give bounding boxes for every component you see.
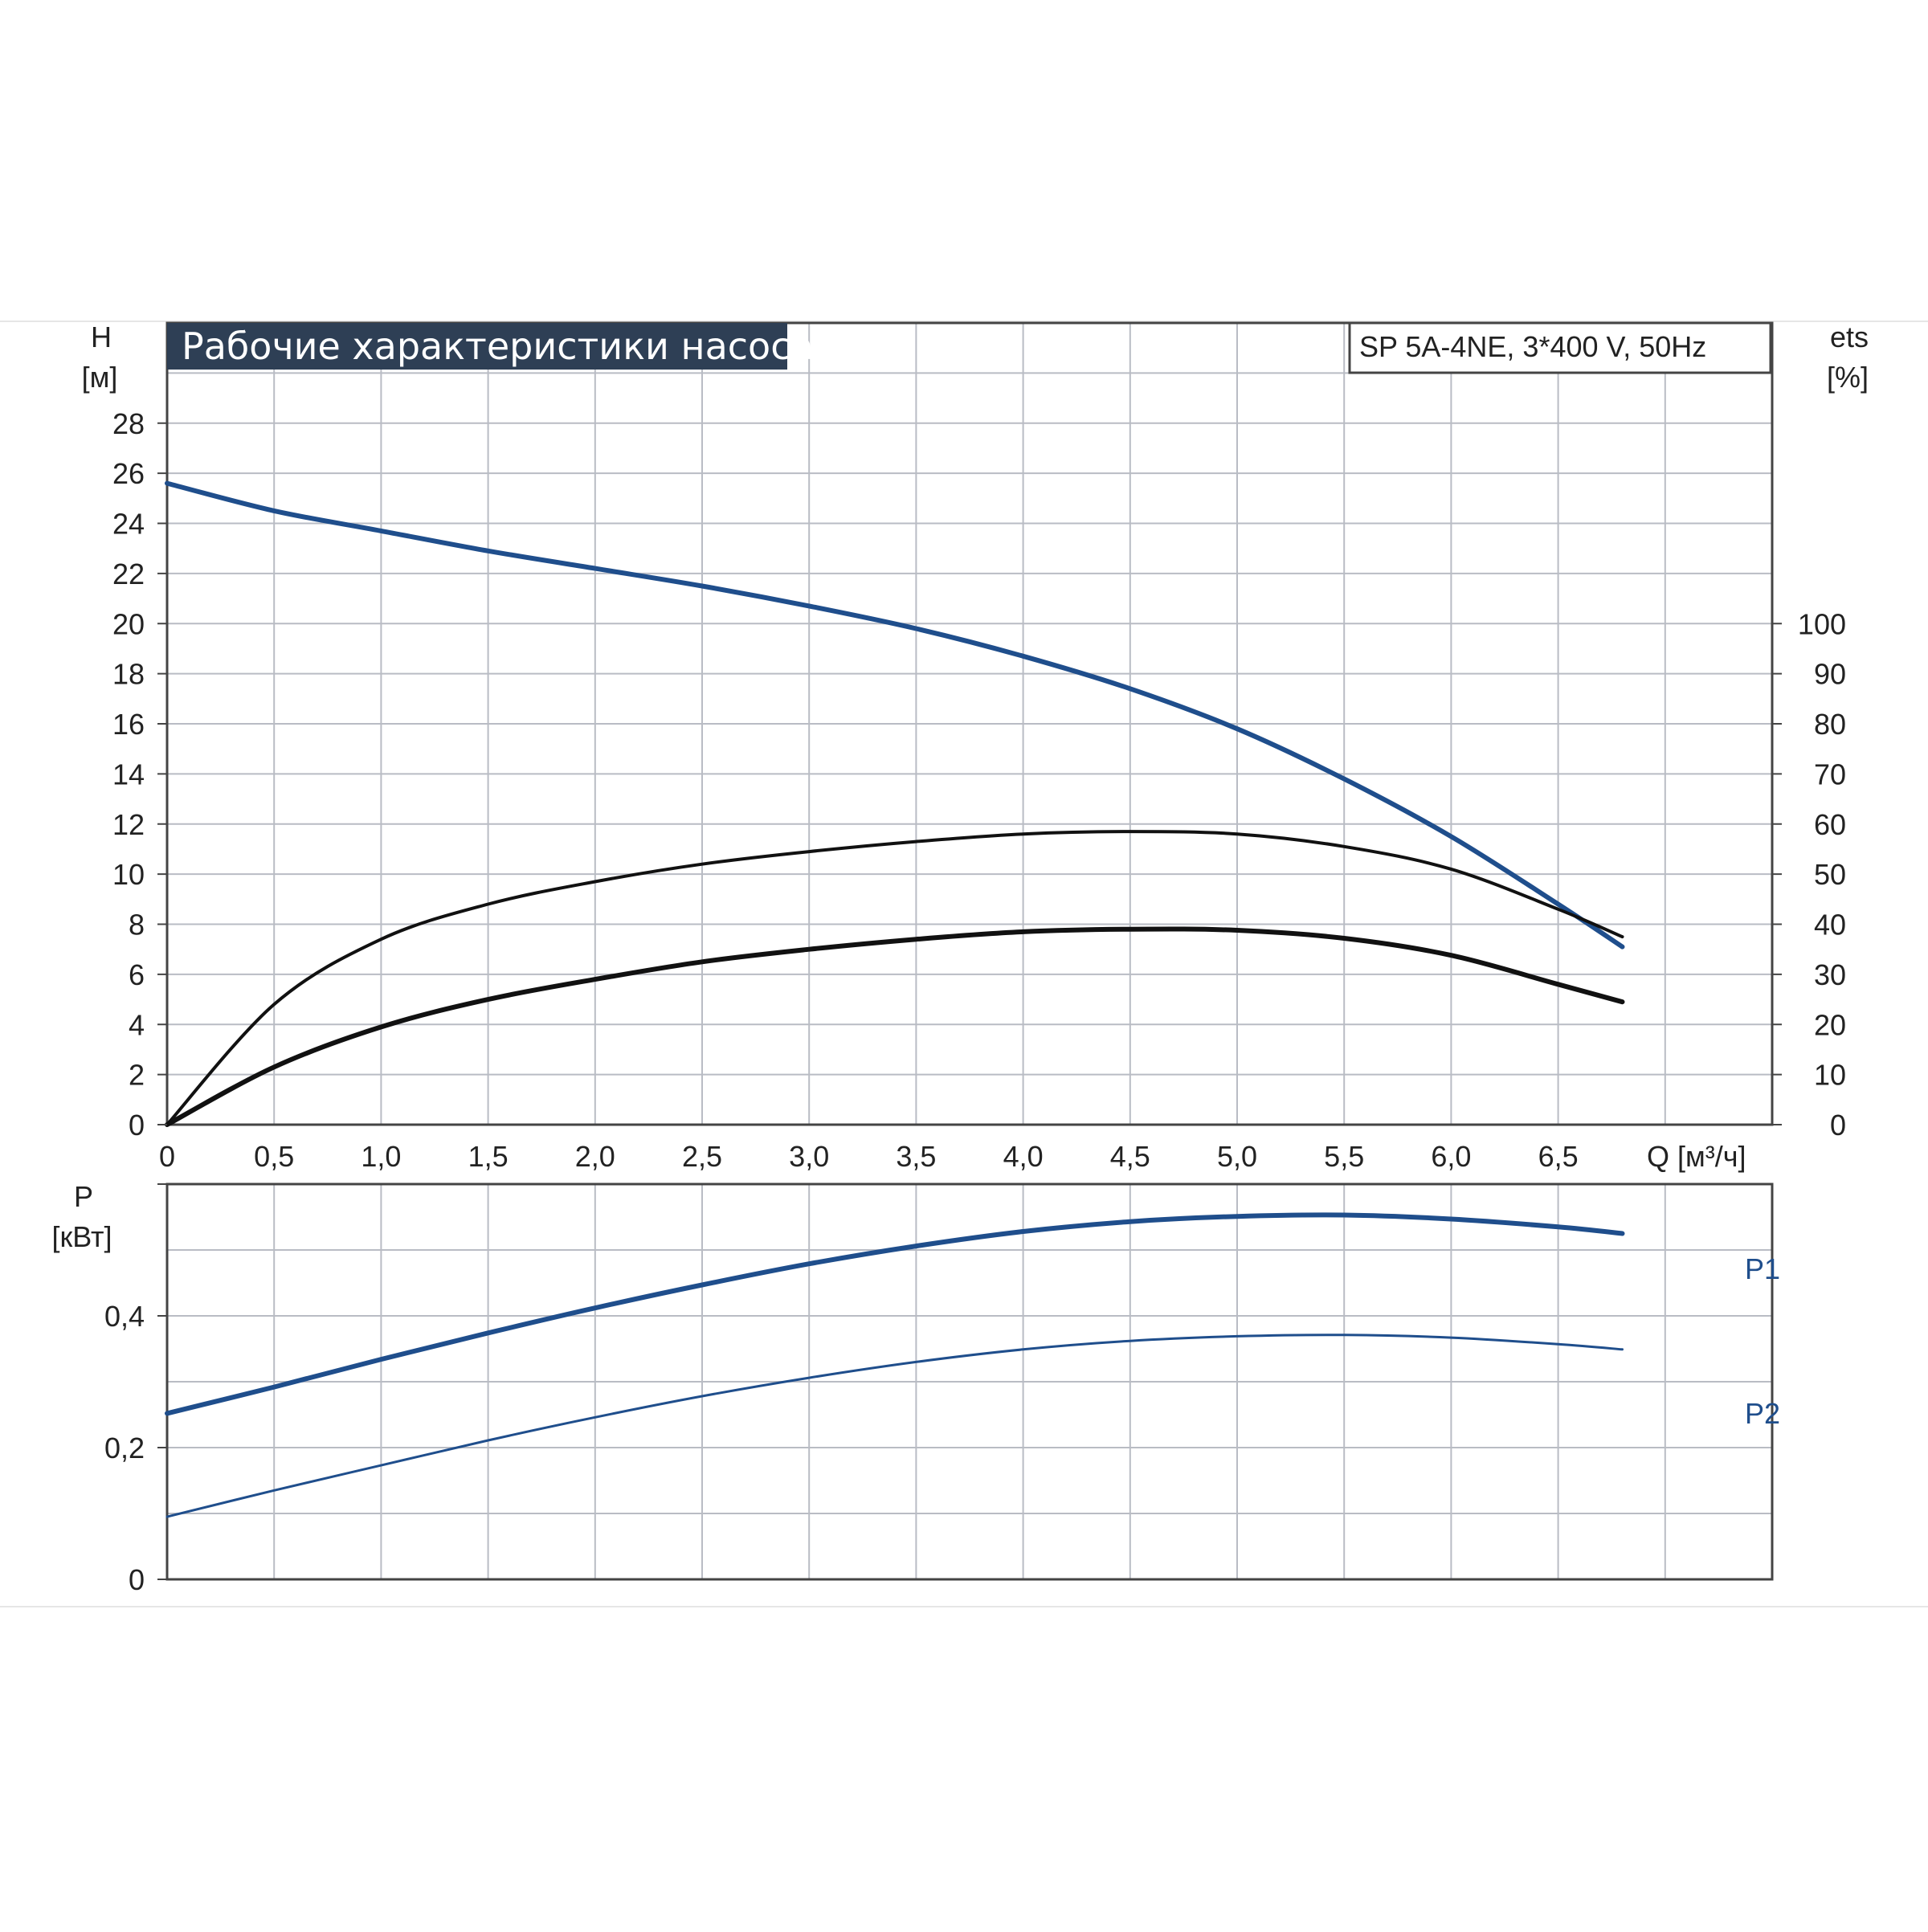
- p-tick-label: 0: [129, 1563, 145, 1596]
- ets-tick-label: 80: [1814, 708, 1846, 741]
- h-tick-label: 28: [112, 407, 145, 440]
- h-tick-label: 22: [112, 558, 145, 590]
- model-label-box: [1348, 321, 1772, 374]
- q-tick-label: 0: [159, 1140, 175, 1173]
- q-tick-label: 0,5: [254, 1140, 294, 1173]
- h-axis-label: H: [91, 321, 112, 353]
- h-tick-label: 14: [112, 758, 145, 790]
- h-curve: [165, 480, 1625, 950]
- ets-axis-unit: [%]: [1827, 361, 1869, 394]
- bottom-plot-frame: [165, 1182, 1774, 1581]
- series-label-p2: P2: [1745, 1397, 1780, 1430]
- q-tick-label: 2,5: [682, 1140, 722, 1173]
- ets-tick-label: 60: [1814, 808, 1846, 841]
- h-tick-label: 26: [112, 457, 145, 490]
- ets-tick-label: 10: [1814, 1059, 1846, 1092]
- q-tick-label: 1,0: [361, 1140, 401, 1173]
- chart-title: Рабочие характеристики насоса: [182, 325, 814, 368]
- q-tick-label: 4,0: [1003, 1140, 1044, 1173]
- ets-axis-ticks: 0 10 20 30 40 50 60 70 80 90 100: [1772, 607, 1846, 1142]
- h-tick-label: 12: [112, 808, 145, 841]
- model-label: SP 5A-4NE, 3*400 V, 50Hz: [1359, 330, 1706, 363]
- h-tick-label: 4: [129, 1008, 145, 1041]
- h-tick-label: 8: [129, 909, 145, 941]
- ets-tick-label: 100: [1798, 607, 1846, 640]
- q-axis-ticks: 0 0,5 1,0 1,5 2,0 2,5 3,0 3,5 4,0 4,5 5,0 5,5 6,0 6,5: [159, 1140, 1579, 1173]
- ets-tick-label: 30: [1814, 958, 1846, 991]
- q-tick-label: 6,0: [1431, 1140, 1471, 1173]
- q-tick-label: 5,0: [1217, 1140, 1257, 1173]
- q-tick-label: 6,5: [1538, 1140, 1579, 1173]
- bottom-series-group: [165, 1212, 1625, 1518]
- p-tick-label: 0,4: [104, 1300, 145, 1333]
- ets-tick-label: 50: [1814, 858, 1846, 891]
- p2-curve: [165, 1334, 1624, 1518]
- q-tick-label: 1,5: [468, 1140, 509, 1173]
- bottom-grid: [167, 1184, 1772, 1579]
- ets-tick-label: 0: [1830, 1109, 1846, 1142]
- ets-tick-label: 20: [1814, 1008, 1846, 1041]
- p-axis-unit: [кВт]: [51, 1220, 112, 1253]
- ets-curve-lower: [165, 926, 1625, 1127]
- top-grid: [167, 323, 1772, 1125]
- h-tick-label: 6: [129, 958, 145, 991]
- top-series-group: [165, 480, 1625, 1127]
- h-tick-label: 18: [112, 658, 145, 691]
- p-tick-label: 0,2: [104, 1432, 145, 1464]
- h-tick-label: 20: [112, 607, 145, 640]
- ets-curve-upper: [165, 830, 1624, 1126]
- ets-axis-label: ets: [1830, 321, 1869, 353]
- q-tick-label: 3,0: [789, 1140, 829, 1173]
- q-tick-label: 2,0: [575, 1140, 615, 1173]
- h-tick-label: 2: [129, 1059, 145, 1092]
- ets-tick-label: 40: [1814, 909, 1846, 941]
- h-tick-label: 10: [112, 858, 145, 891]
- h-tick-label: 0: [129, 1109, 145, 1142]
- p-axis-label: P: [74, 1180, 93, 1213]
- h-tick-label: 24: [112, 508, 145, 541]
- q-axis-label: Q [м³/ч]: [1647, 1140, 1746, 1173]
- q-tick-label: 5,5: [1324, 1140, 1364, 1173]
- p1-curve: [165, 1212, 1625, 1416]
- q-tick-label: 3,5: [896, 1140, 936, 1173]
- p-axis-ticks: 0 0,2 0,4: [104, 1183, 167, 1596]
- ets-tick-label: 90: [1814, 658, 1846, 691]
- h-tick-label: 16: [112, 708, 145, 741]
- h-axis-unit: [м]: [82, 361, 118, 394]
- ets-tick-label: 70: [1814, 758, 1846, 790]
- title-banner: [167, 323, 787, 370]
- series-label-p1: P1: [1745, 1252, 1780, 1285]
- q-tick-label: 4,5: [1110, 1140, 1150, 1173]
